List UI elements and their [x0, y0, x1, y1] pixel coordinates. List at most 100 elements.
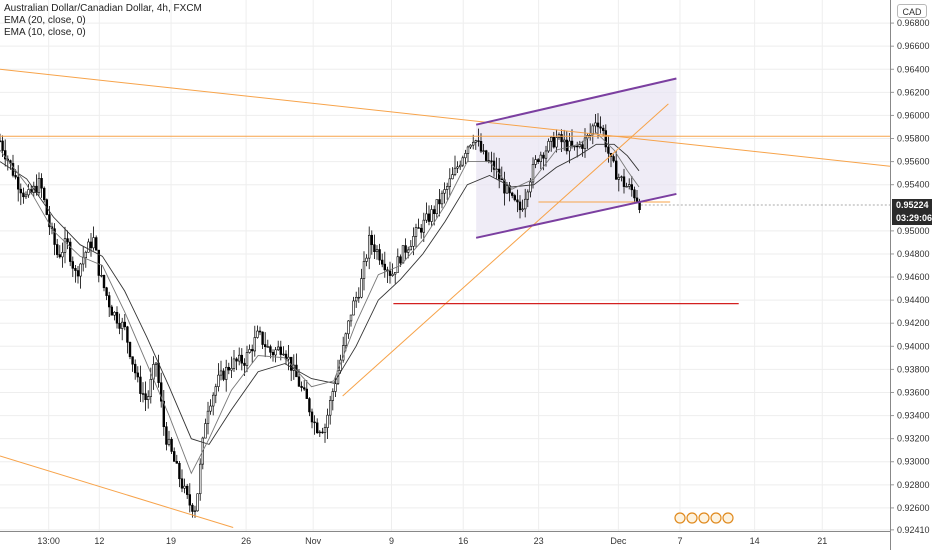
candle-body: [175, 461, 178, 464]
x-tick-label: Dec: [610, 536, 627, 546]
x-tick-label: 7: [677, 536, 682, 546]
candle-body: [596, 122, 600, 128]
candle-body: [79, 263, 82, 277]
candle-body: [170, 438, 173, 452]
legend-ema10[interactable]: EMA (10, close, 0): [4, 27, 86, 38]
candle-body: [131, 356, 134, 365]
candle-body: [531, 164, 535, 183]
y-tick-label: 0.95000: [897, 226, 930, 236]
countdown-label: 03:29:06: [892, 212, 932, 225]
candle-body: [443, 189, 446, 194]
event-marker-icon[interactable]: [710, 512, 722, 524]
candle-body: [113, 311, 116, 316]
candle-body: [48, 214, 51, 228]
candle-body: [108, 295, 111, 308]
candle-body: [375, 249, 379, 253]
candle-body: [121, 321, 124, 329]
candle-body: [206, 410, 210, 424]
candle-body: [544, 150, 548, 159]
y-tick-label: 0.93600: [897, 387, 930, 397]
candle-body: [583, 137, 587, 149]
candle-body: [274, 349, 277, 356]
candle-body: [510, 192, 514, 196]
candle-body: [617, 177, 621, 180]
candle-body: [222, 370, 225, 380]
candle-body: [55, 244, 59, 255]
candle-body: [627, 184, 631, 187]
candle-body: [160, 382, 163, 402]
candle-body: [573, 145, 576, 148]
candle-body: [305, 388, 308, 399]
candle-body: [157, 362, 160, 383]
candle-body: [378, 249, 381, 261]
candle-body: [419, 227, 423, 233]
event-markers[interactable]: [674, 512, 734, 524]
candle-body: [63, 238, 67, 253]
candle-body: [331, 391, 334, 401]
candle-body: [40, 178, 43, 189]
candle-body: [287, 356, 290, 360]
candle-body: [427, 213, 431, 222]
ema20-line: [0, 143, 640, 445]
candle-body: [271, 351, 275, 356]
candle-body: [214, 386, 217, 396]
candle-body: [102, 275, 106, 289]
candle-body: [147, 396, 150, 400]
candle-body: [414, 227, 418, 237]
event-marker-icon[interactable]: [674, 512, 686, 524]
candle-body: [409, 246, 412, 251]
candle-body: [328, 400, 332, 416]
y-tick-label: 0.95600: [897, 157, 930, 167]
event-marker-icon[interactable]: [686, 512, 698, 524]
candle-body: [560, 134, 563, 143]
candle-body: [235, 358, 238, 362]
candle-body: [105, 287, 108, 296]
currency-button[interactable]: CAD: [897, 4, 927, 18]
candle-body: [396, 256, 399, 273]
candle-body: [84, 251, 88, 259]
candle-body: [391, 273, 394, 276]
candle-body: [302, 387, 306, 390]
candle-body: [633, 189, 636, 199]
candle-body: [188, 494, 191, 506]
candle-body: [380, 259, 384, 265]
candle-body: [58, 254, 62, 258]
candle-body: [245, 352, 249, 366]
trend-drawings[interactable]: [0, 68, 891, 529]
candle-body: [196, 493, 199, 512]
candle-body: [591, 125, 595, 134]
y-tick-label: 0.92600: [897, 503, 930, 513]
candle-body: [263, 344, 267, 348]
candle-body: [240, 354, 243, 364]
candle-body: [451, 174, 454, 180]
candle-body: [191, 504, 194, 512]
candle-body: [521, 208, 524, 211]
candle-body: [219, 370, 223, 376]
candle-body: [594, 122, 597, 127]
event-marker-icon[interactable]: [722, 512, 734, 524]
candle-body: [404, 245, 407, 253]
candle-body: [604, 130, 608, 148]
candle-body: [16, 176, 20, 190]
candle-body: [401, 245, 405, 264]
candle-body: [503, 179, 506, 194]
y-tick-label: 0.93200: [897, 434, 930, 444]
candle-body: [552, 136, 556, 148]
candle-body: [22, 192, 25, 198]
candle-body: [326, 414, 329, 428]
candle-body: [204, 423, 207, 439]
legend-symbol[interactable]: Australian Dollar/Canadian Dollar, 4h, F…: [4, 3, 202, 14]
candle-body: [243, 362, 246, 366]
candle-body: [435, 199, 438, 215]
legend-ema20[interactable]: EMA (20, close, 0): [4, 15, 86, 26]
candle-body: [383, 263, 386, 271]
candle-body: [601, 127, 605, 131]
candle-body: [123, 321, 127, 328]
candle-body: [154, 362, 158, 365]
candle-body: [217, 374, 220, 387]
candle-body: [193, 510, 197, 512]
event-marker-icon[interactable]: [698, 512, 710, 524]
